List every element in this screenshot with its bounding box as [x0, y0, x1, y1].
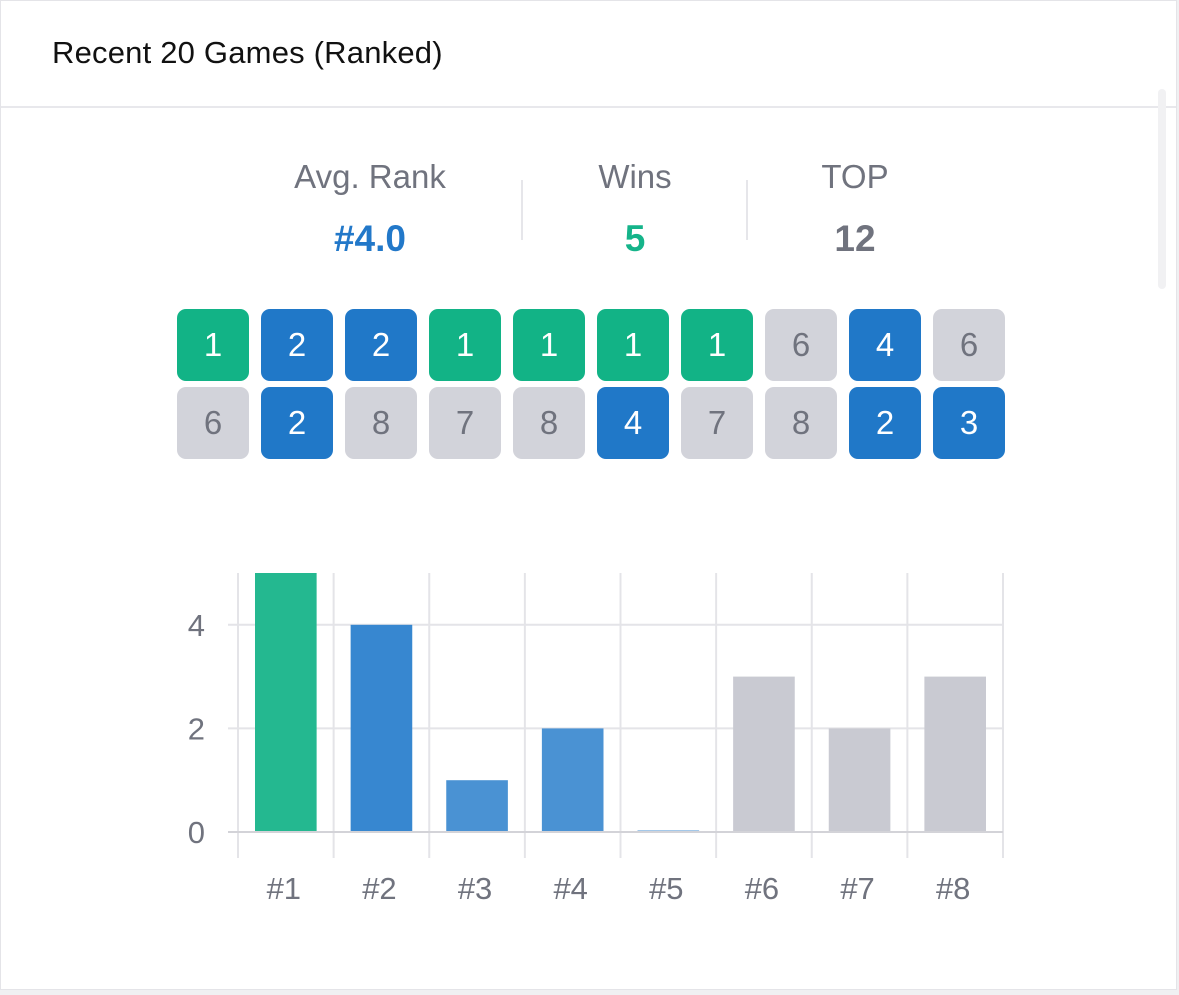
x-tick-label: #3 [458, 871, 492, 906]
bar-rank-2 [350, 624, 413, 832]
rank-tile: 1 [681, 309, 753, 381]
rank-tile: 1 [177, 309, 249, 381]
y-tick-label: 2 [188, 711, 205, 746]
x-tick-label: #8 [936, 871, 970, 906]
x-tick-label: #6 [745, 871, 779, 906]
x-tick-label: #5 [649, 871, 683, 906]
rank-tile: 3 [933, 387, 1005, 459]
bar-rank-3 [446, 780, 508, 832]
rank-tile: 6 [177, 387, 249, 459]
rank-tile: 4 [597, 387, 669, 459]
card-title: Recent 20 Games (Ranked) [52, 35, 443, 70]
rank-tile: 8 [765, 387, 837, 459]
rank-tile: 2 [261, 309, 333, 381]
card-header: Recent 20 Games (Ranked) [1, 1, 1176, 108]
rank-tile: 4 [849, 309, 921, 381]
rank-tile: 6 [933, 309, 1005, 381]
rank-tile: 1 [429, 309, 501, 381]
rank-tile: 1 [513, 309, 585, 381]
rank-tile: 7 [429, 387, 501, 459]
stat-wins-label: Wins [598, 158, 672, 195]
x-tick-label: #1 [267, 871, 301, 906]
rank-tile: 7 [681, 387, 753, 459]
bar-rank-1 [255, 573, 317, 832]
x-tick-label: #7 [840, 871, 874, 906]
y-tick-label: 4 [188, 608, 205, 643]
rank-tile: 6 [765, 309, 837, 381]
stat-avg-rank-value: #4.0 [333, 218, 406, 259]
stat-top-value: 12 [834, 218, 876, 259]
y-tick-label: 0 [188, 815, 205, 850]
stat-divider [746, 180, 748, 240]
bar-rank-8 [924, 676, 986, 832]
stat-top-label: TOP [821, 158, 889, 195]
rank-tile: 2 [261, 387, 333, 459]
stat-wins: Wins 5 [515, 153, 755, 263]
rank-tile: 8 [513, 387, 585, 459]
stat-divider [521, 180, 523, 240]
rank-tile: 2 [345, 309, 417, 381]
stat-avg-rank-label: Avg. Rank [294, 158, 446, 195]
rank-tile: 1 [597, 309, 669, 381]
rank-tile: 2 [849, 387, 921, 459]
bar-rank-7 [828, 728, 891, 832]
stat-avg-rank: Avg. Rank #4.0 [250, 153, 490, 263]
scrollbar[interactable] [1158, 89, 1166, 289]
stat-top: TOP 12 [735, 153, 975, 263]
rank-tile: 8 [345, 387, 417, 459]
stat-wins-value: 5 [624, 218, 646, 259]
bar-rank-6 [733, 676, 795, 832]
bar-rank-4 [541, 728, 604, 832]
x-tick-label: #4 [553, 871, 587, 906]
x-tick-label: #2 [362, 871, 396, 906]
